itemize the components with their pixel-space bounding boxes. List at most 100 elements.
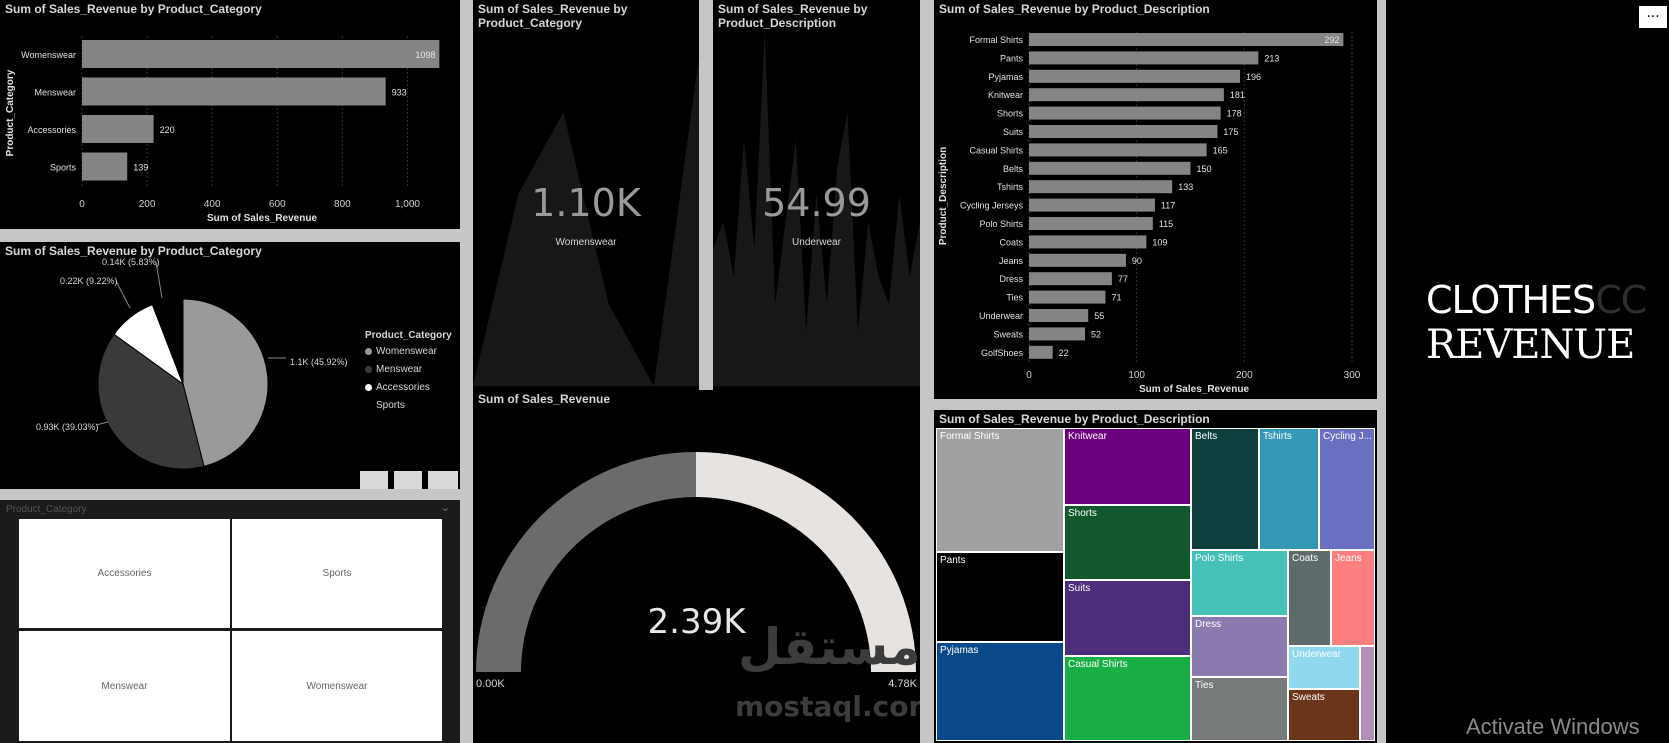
y-tick-label: Casual Shirts (969, 145, 1023, 155)
description-bar-chart[interactable]: 0 100 200 300 Formal Shirts 292 Pants 213 Pyjama… (934, 0, 1377, 399)
data-label: 0.14K (5.83%) (102, 257, 160, 267)
bar (1029, 272, 1112, 286)
data-label: 150 (1197, 164, 1212, 174)
treemap-cell[interactable]: Casual Shirts (1064, 656, 1191, 741)
category-pie-panel[interactable]: Sum of Sales_Revenue by Product_Category… (0, 242, 460, 489)
treemap-cell[interactable]: Underwear (1288, 646, 1360, 689)
description-treemap-panel[interactable]: Sum of Sales_Revenue by Product_Descript… (934, 410, 1377, 743)
y-tick-label: Ties (1006, 293, 1023, 303)
x-tick-label: 0 (79, 199, 85, 210)
category-bar-chart[interactable]: 0 200 400 600 800 1,000 Womenswear 1098 Menswear… (0, 0, 460, 229)
category-card-panel[interactable]: Sum of Sales_Revenue by Product_Category… (473, 0, 699, 390)
treemap-cell-label: Underwear (1292, 649, 1341, 660)
treemap-cell[interactable]: Belts (1191, 428, 1259, 550)
treemap-cell[interactable]: Pyjamas (936, 642, 1064, 741)
treemap-cell[interactable]: Polo Shirts (1191, 550, 1288, 616)
gauge-chart[interactable] (473, 390, 920, 743)
data-label: 933 (392, 88, 407, 98)
legend-label: Womenswear (376, 346, 437, 357)
view-button-1[interactable] (360, 471, 388, 489)
treemap-cell-label: Belts (1195, 431, 1218, 442)
leader-line (95, 421, 109, 426)
category-slicer-panel[interactable]: Product_Category ⌄ Accessories Sports Me… (0, 500, 460, 743)
watermark-arabic: مستقل (738, 618, 920, 676)
treemap-cell[interactable]: Cycling J... (1319, 428, 1375, 550)
treemap-cell[interactable]: Formal Shirts (936, 428, 1064, 552)
y-tick-label: Polo Shirts (979, 219, 1023, 229)
bar (1029, 69, 1241, 83)
legend-item[interactable]: Womenswear (365, 346, 437, 357)
pie-slice (151, 298, 184, 385)
category-area-chart (473, 57, 699, 387)
treemap-cell[interactable]: Pants (936, 552, 1064, 642)
gauge-value-arc (476, 452, 696, 672)
y-tick-label: Sweats (993, 329, 1023, 339)
y-tick-label: Womenswear (21, 50, 76, 60)
leader-line (115, 280, 131, 309)
y-axis-label: Product_Description (938, 147, 949, 245)
y-tick-label: GolfShoes (981, 348, 1024, 358)
legend-label: Menswear (376, 364, 423, 375)
treemap-cell[interactable]: Coats (1288, 550, 1331, 646)
bar (82, 77, 386, 106)
more-options-icon[interactable]: ... (1639, 6, 1667, 28)
view-button-3[interactable] (428, 471, 458, 489)
treemap-cell-label: Dress (1195, 619, 1222, 630)
description-bar-panel[interactable]: Sum of Sales_Revenue by Product_Descript… (934, 0, 1377, 399)
data-label: 22 (1059, 348, 1069, 358)
panel-title: Sum of Sales_Revenue by Product_Category (5, 244, 262, 258)
legend-marker (365, 348, 372, 355)
treemap-cell[interactable] (1360, 646, 1375, 741)
treemap-cell[interactable]: Tshirts (1259, 428, 1319, 550)
bar (1029, 327, 1085, 341)
gauge-remaining-arc (696, 452, 916, 672)
panel-title: Sum of Sales_Revenue (478, 392, 611, 406)
title-line-2: REVENUE (1426, 322, 1635, 368)
treemap-cell[interactable]: Ties (1191, 677, 1288, 741)
legend-item[interactable]: Accessories (365, 382, 430, 393)
bar (1029, 180, 1173, 194)
x-tick-label: 800 (334, 199, 351, 210)
activate-windows-text: Activate Windows (1466, 714, 1640, 739)
panel-title: Sum of Sales_Revenue by Product_Descript… (939, 2, 1210, 16)
treemap-chart[interactable]: Formal Shirts Pants Pyjamas Knitwear Shorts S… (936, 428, 1375, 741)
card-value: 1.10K (531, 181, 641, 225)
treemap-cell[interactable]: Shorts (1064, 505, 1191, 580)
pie-slice (182, 298, 269, 467)
data-label: 117 (1161, 201, 1175, 211)
treemap-cell[interactable]: Suits (1064, 580, 1191, 656)
description-card-panel[interactable]: Sum of Sales_Revenue by Product_Descript… (713, 0, 920, 390)
gauge-panel[interactable]: Sum of Sales_Revenue 2.39K 0.00K 4.78K م… (473, 390, 920, 743)
treemap-cell[interactable]: Dress (1191, 616, 1288, 677)
legend-item[interactable]: Menswear (365, 364, 422, 375)
view-button-2[interactable] (394, 471, 422, 489)
data-label: 0.22K (9.22%) (60, 276, 118, 286)
data-label: 220 (160, 125, 175, 135)
treemap-cell-label: Tshirts (1263, 431, 1292, 442)
bar (1029, 88, 1224, 102)
legend-item[interactable]: Sports (365, 400, 405, 411)
data-label: 213 (1264, 53, 1279, 63)
data-label: 175 (1223, 127, 1238, 137)
treemap-cell[interactable]: Knitwear (1064, 428, 1191, 505)
slicer-item-sports[interactable]: Sports (232, 519, 442, 628)
bar (82, 115, 154, 143)
category-pie-chart[interactable]: 1.1K (45.92%) 0.93K (39.03%) 0.22K (9.22%)… (0, 242, 460, 489)
pie-slice (97, 333, 205, 470)
card-label: Underwear (792, 237, 841, 248)
legend-label: Accessories (376, 382, 430, 393)
legend-title: Product_Category (365, 330, 452, 341)
bar (1029, 161, 1191, 175)
x-tick-label: 200 (139, 199, 156, 210)
slicer-item-menswear[interactable]: Menswear (19, 631, 230, 741)
chevron-down-icon[interactable]: ⌄ (440, 501, 450, 514)
y-tick-label: Shorts (997, 109, 1024, 119)
title-line-1: CLOTHESCC (1426, 278, 1647, 322)
data-label: 292 (1324, 35, 1339, 45)
slicer-item-accessories[interactable]: Accessories (19, 519, 230, 628)
treemap-cell[interactable]: Jeans (1331, 550, 1375, 646)
slicer-item-womenswear[interactable]: Womenswear (232, 631, 442, 741)
treemap-cell[interactable]: Sweats (1288, 689, 1360, 741)
category-bar-panel[interactable]: Sum of Sales_Revenue by Product_Category… (0, 0, 460, 229)
data-label: 77 (1118, 274, 1128, 284)
